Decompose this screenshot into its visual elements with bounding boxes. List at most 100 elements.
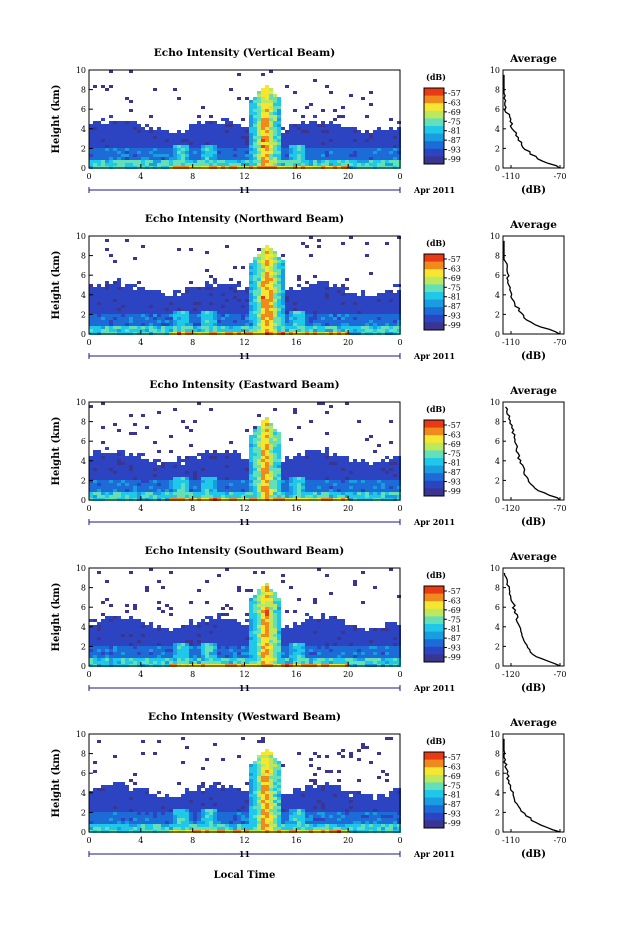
heatmap-cell (357, 486, 361, 489)
heatmap-cell (185, 456, 189, 459)
heatmap-cell (233, 619, 237, 622)
heatmap-cell (225, 477, 229, 480)
heatmap-cell (249, 290, 253, 293)
heatmap-cell (213, 320, 217, 323)
heatmap-cell (321, 320, 325, 323)
heatmap-cell (185, 625, 189, 628)
y-axis-label: Height (km) (51, 583, 62, 652)
heatmap-cell (117, 160, 121, 163)
heatmap-cell (241, 465, 245, 468)
heatmap-cell (205, 127, 209, 130)
heatmap-cell (277, 100, 281, 103)
colorbar-label: -75 (448, 449, 461, 458)
heatmap-cell (325, 462, 329, 465)
heatmap-cell (193, 456, 197, 459)
heatmap-cell (297, 163, 301, 166)
heatmap-cell (397, 133, 401, 136)
heatmap-cell (225, 468, 229, 471)
heatmap-cell (121, 465, 125, 468)
heatmap-cell (89, 658, 93, 661)
heatmap-cell (205, 462, 209, 465)
heatmap-cell (253, 595, 257, 598)
heatmap-cell (109, 124, 113, 127)
heatmap-cell (301, 323, 305, 326)
heatmap-cell (149, 290, 153, 293)
heatmap-cell (269, 305, 273, 308)
heatmap-cell (173, 157, 177, 160)
heatmap-cell (257, 281, 261, 284)
heatmap-cell (397, 139, 401, 142)
heatmap-cell (201, 317, 205, 320)
heatmap-cell (93, 480, 97, 483)
heatmap-cell (317, 450, 321, 453)
heatmap-cell (229, 145, 233, 148)
heatmap-cell (233, 474, 237, 477)
heatmap-cell (349, 160, 353, 163)
heatmap-cell (293, 408, 297, 411)
heatmap-cell (265, 320, 269, 323)
heatmap-cell (261, 480, 265, 483)
heatmap-cell (189, 314, 193, 317)
heatmap-cell (209, 320, 213, 323)
heatmap-cell (281, 133, 285, 136)
heatmap-cell (225, 465, 229, 468)
heatmap-cell (157, 314, 161, 317)
heatmap-cell (265, 628, 269, 631)
heatmap-cell (113, 477, 117, 480)
heatmap-cell (101, 317, 105, 320)
heatmap-cell (341, 308, 345, 311)
heatmap-cell (221, 287, 225, 290)
heatmap-cell (185, 462, 189, 465)
heatmap-cell (337, 323, 341, 326)
heatmap-cell (393, 465, 397, 468)
heatmap-cell (137, 655, 141, 658)
heatmap-cell (345, 480, 349, 483)
heatmap-cell (345, 160, 349, 163)
average-title: Average (509, 219, 557, 231)
heatmap-cell (361, 308, 365, 311)
heatmap-cell (245, 148, 249, 151)
heatmap-cell (389, 290, 393, 293)
heatmap-cell (209, 622, 213, 625)
heatmap-cell (385, 489, 389, 492)
heatmap-cell (257, 311, 261, 314)
heatmap-cell (369, 142, 373, 145)
heatmap-cell (157, 634, 161, 637)
heatmap-cell (241, 661, 245, 664)
heatmap-cell (257, 459, 261, 462)
heatmap-cell (249, 607, 253, 610)
heatmap-cell (257, 601, 261, 604)
heatmap-cell (189, 163, 193, 166)
colorbar-swatch (424, 261, 444, 270)
heatmap-cell (293, 320, 297, 323)
heatmap-cell (389, 483, 393, 486)
heatmap-cell (253, 317, 257, 320)
heatmap-cell (269, 109, 273, 112)
heatmap-cell (277, 130, 281, 133)
heatmap-cell (389, 317, 393, 320)
heatmap-cell (325, 287, 329, 290)
heatmap-cell (177, 142, 181, 145)
heatmap-cell (217, 628, 221, 631)
heatmap-cell (133, 121, 137, 124)
heatmap-cell (249, 625, 253, 628)
heatmap-cell (269, 154, 273, 157)
x-tick-label: 0 (397, 338, 402, 347)
heatmap-cell (261, 100, 265, 103)
heatmap-cell (101, 459, 105, 462)
heatmap-cell (145, 296, 149, 299)
heatmap-cell (169, 142, 173, 145)
heatmap-cell (177, 314, 181, 317)
heatmap-cell (213, 483, 217, 486)
heatmap-cell (101, 643, 105, 646)
heatmap-cell (269, 453, 273, 456)
heatmap-cell (133, 456, 137, 459)
heatmap-cell (145, 474, 149, 477)
heatmap-cell (93, 628, 97, 631)
heatmap-cell (269, 462, 273, 465)
heatmap-cell (277, 103, 281, 106)
heatmap-cell (93, 483, 97, 486)
heatmap-cell (245, 305, 249, 308)
heatmap-cell (261, 450, 265, 453)
heatmap-cell (269, 441, 273, 444)
